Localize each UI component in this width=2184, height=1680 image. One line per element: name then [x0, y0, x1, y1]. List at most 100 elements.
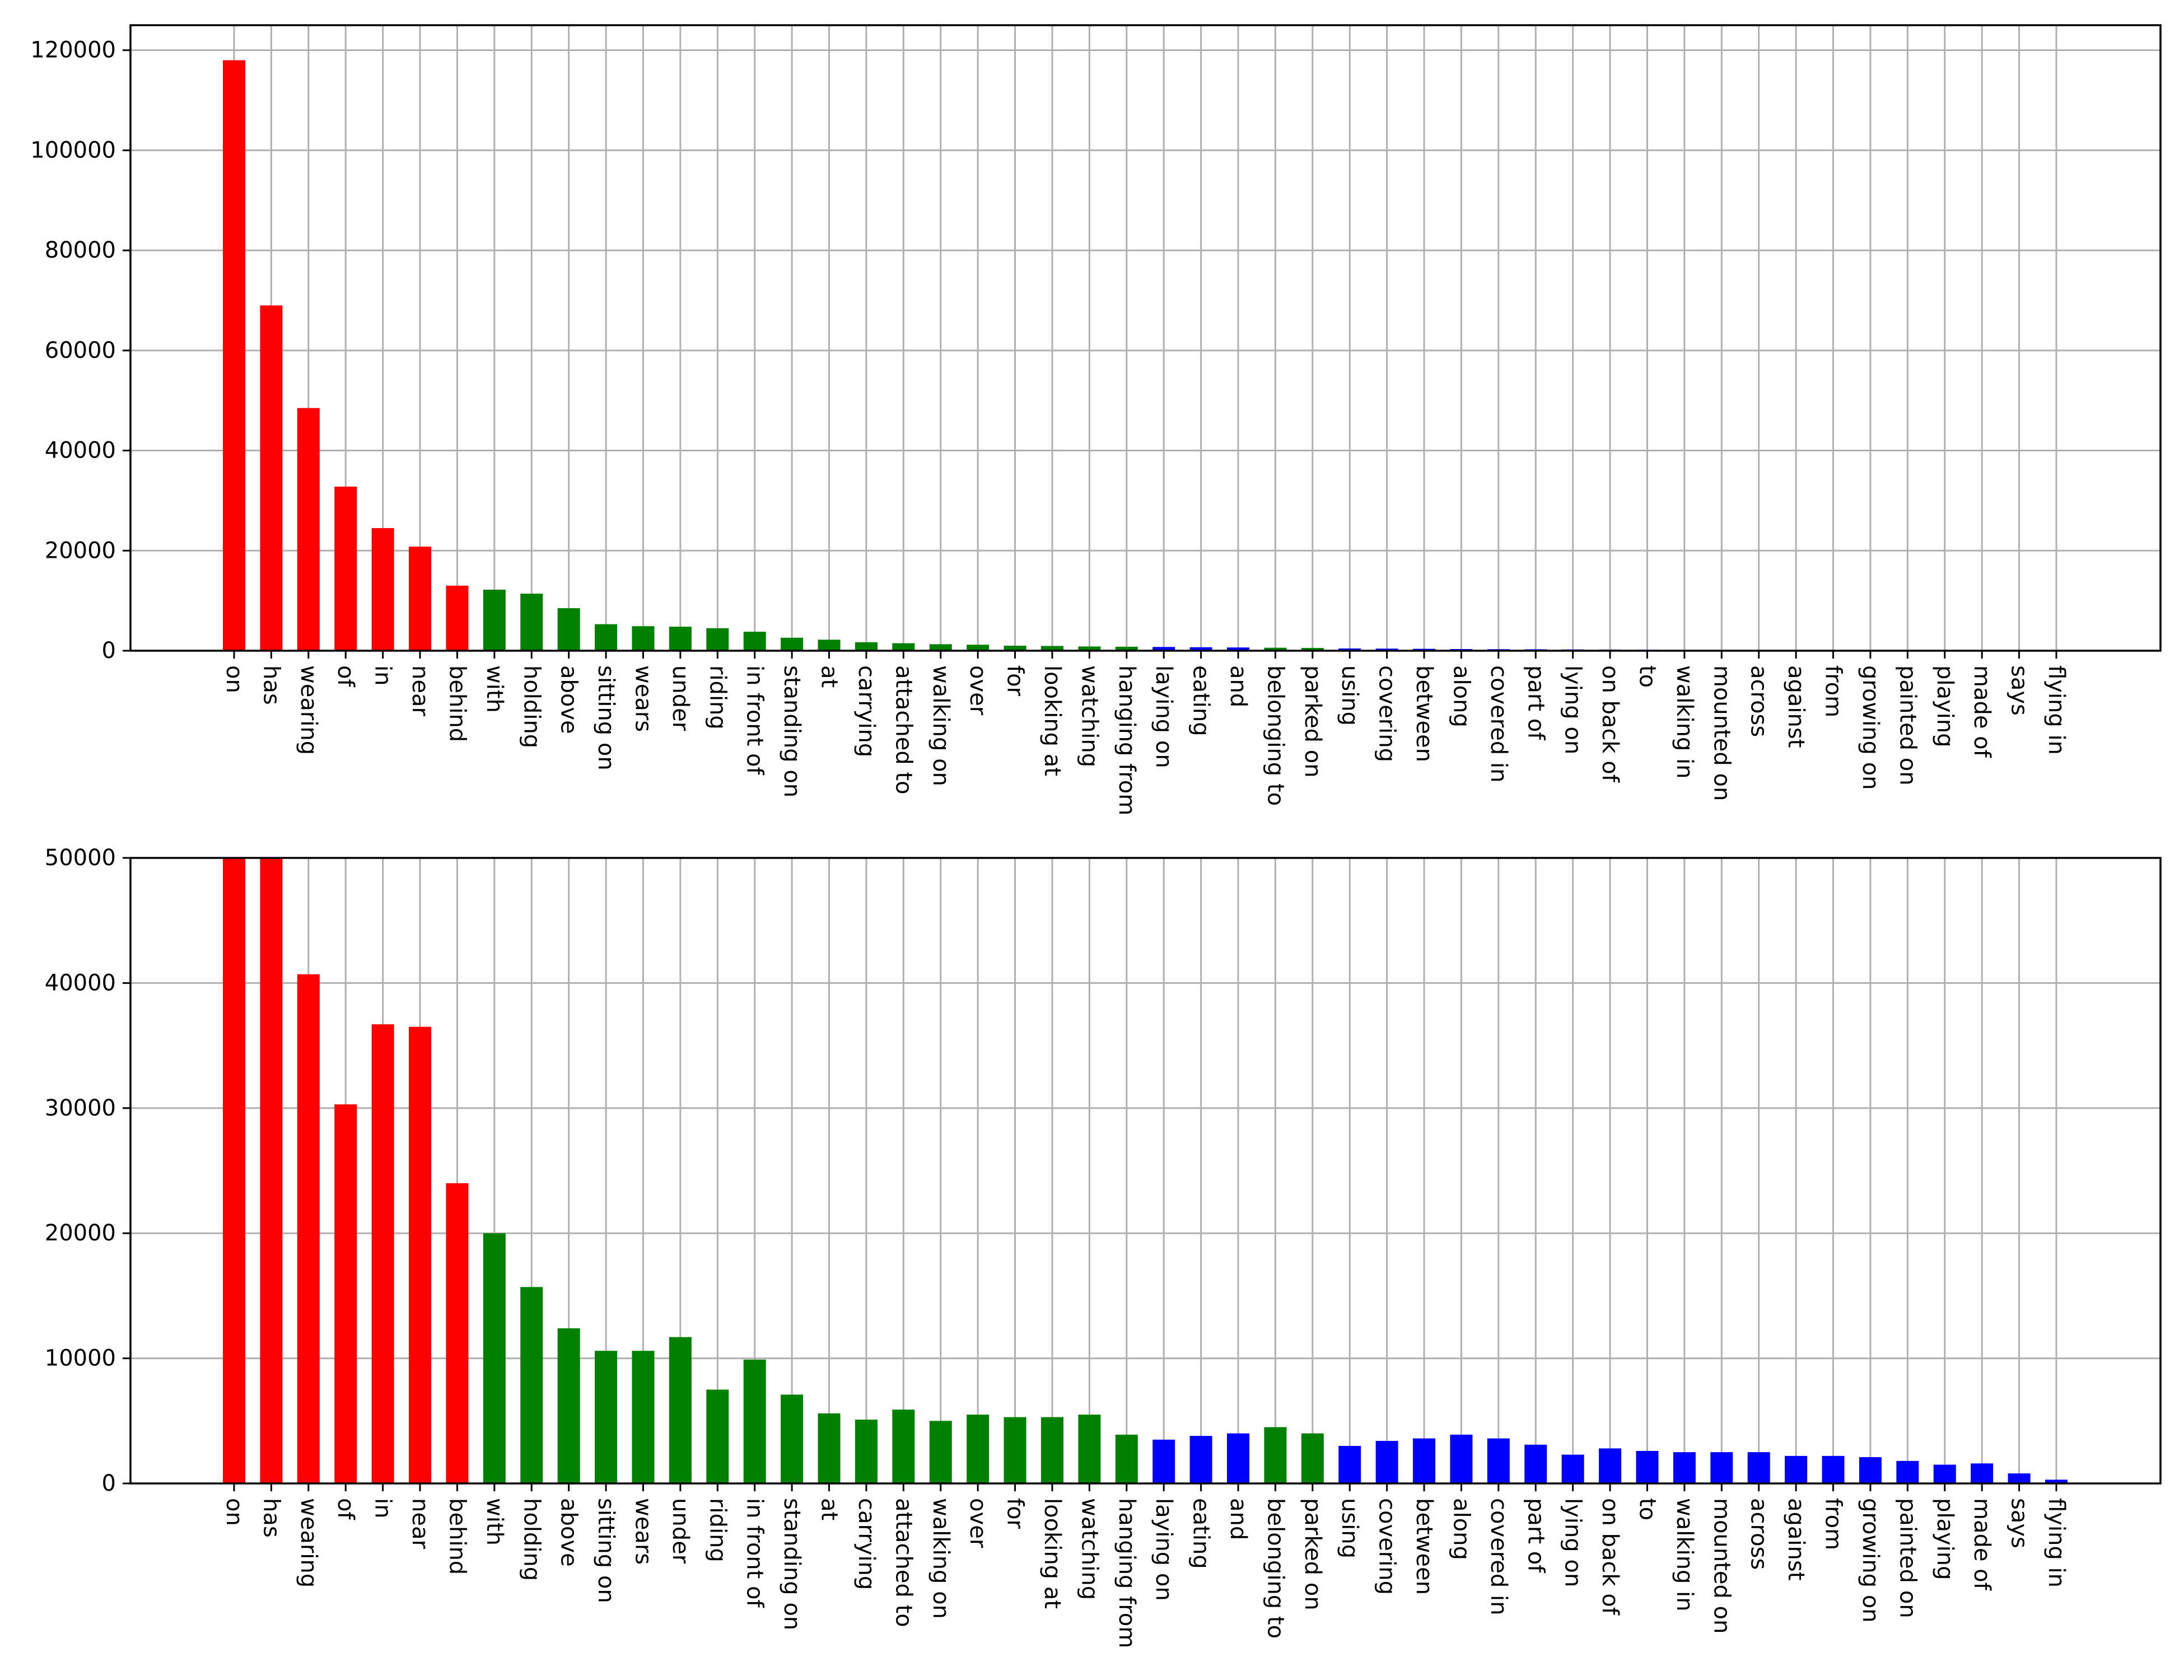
x-tick-label: near: [407, 665, 433, 716]
x-tick-label: in front of: [742, 665, 768, 776]
x-tick-label: riding: [704, 1498, 730, 1562]
bar-has: [260, 858, 283, 1483]
bar-playing: [1933, 1464, 1956, 1483]
x-tick-label: wearing: [296, 1498, 321, 1588]
x-tick-label: under: [668, 665, 693, 731]
bar-wears: [632, 626, 655, 651]
x-tick-label: playing: [1932, 1498, 1958, 1580]
x-tick-label: along: [1448, 665, 1474, 727]
bar-in: [371, 528, 394, 651]
x-tick-label: on: [221, 1498, 247, 1526]
x-tick-label: laying on: [1151, 665, 1177, 768]
bar-riding: [706, 1389, 729, 1483]
bar-riding: [706, 628, 729, 651]
x-tick-label: covered in: [1486, 1498, 1511, 1616]
bar-parked-on: [1301, 1433, 1324, 1483]
x-tick-label: made of: [1969, 1498, 1995, 1591]
bar-has: [260, 305, 283, 651]
x-tick-label: and: [1225, 1498, 1251, 1540]
x-tick-label: on: [221, 665, 247, 693]
bar-behind: [446, 585, 469, 651]
x-tick-label: across: [1746, 1498, 1772, 1570]
bar-covered-in: [1487, 1438, 1510, 1483]
x-tick-label: growing on: [1858, 1498, 1883, 1623]
bottom-bar-chart: 0 10000 20000 30000 40000 50000 on has wearing of…: [45, 845, 2162, 1648]
bars: [223, 858, 2068, 1483]
bar-behind: [446, 1183, 469, 1483]
y-tick-label: 40000: [45, 438, 116, 464]
x-tick-label: to: [1635, 665, 1660, 688]
bar-wearing: [297, 974, 320, 1483]
x-tick-label: near: [407, 1498, 433, 1549]
bar-looking-at: [1040, 646, 1063, 651]
y-tick-label: 100000: [30, 137, 116, 163]
x-tick-label: of: [333, 665, 358, 687]
bar-of: [334, 1104, 357, 1483]
x-tick-label: part of: [1523, 1498, 1548, 1573]
x-tick-label: above: [556, 1498, 582, 1567]
bar-flying-in: [2045, 1480, 2068, 1483]
x-tick-label: with: [482, 1498, 507, 1546]
bar-parked-on: [1301, 648, 1324, 651]
x-tick-label: behind: [444, 1498, 470, 1575]
bar-sitting-on: [595, 624, 618, 651]
x-tick-label: in: [370, 1498, 396, 1518]
bar-walking-on: [929, 644, 952, 651]
bar-part-of: [1524, 1444, 1547, 1483]
bar-hanging-from: [1115, 646, 1138, 651]
x-tick-label: growing on: [1858, 665, 1883, 790]
x-tick-label: has: [258, 1498, 284, 1538]
bar-on-back-of: [1599, 1448, 1622, 1483]
x-tick-label: at: [816, 1498, 842, 1520]
bar-using: [1338, 1445, 1361, 1483]
bar-says: [2008, 1473, 2031, 1483]
x-tick-label: laying on: [1151, 1498, 1177, 1601]
x-tick-label: under: [668, 1498, 693, 1564]
bar-eating: [1189, 647, 1212, 651]
bar-and: [1227, 647, 1250, 651]
bar-holding: [520, 594, 543, 651]
x-tick-label: says: [2006, 665, 2032, 716]
y-tick-label: 20000: [45, 1220, 116, 1246]
y-tick-label: 50000: [45, 845, 116, 871]
x-tick-label: attached to: [890, 665, 916, 795]
x-tick-label: above: [556, 665, 582, 734]
x-tick-label: lying on: [1560, 665, 1586, 754]
x-tick-label: of: [333, 1498, 358, 1520]
x-tick-label: carrying: [853, 1498, 879, 1590]
x-tick-label: along: [1448, 1498, 1474, 1560]
x-tick-label: and: [1225, 665, 1251, 707]
x-tick-label: at: [816, 665, 842, 688]
x-tick-label: belonging to: [1262, 665, 1288, 806]
bar-at: [818, 640, 841, 651]
x-tick-label: parked on: [1300, 665, 1326, 778]
x-tick-label: covering: [1374, 1498, 1400, 1595]
bar-for: [1004, 1417, 1026, 1483]
x-tick-label: wearing: [296, 665, 321, 755]
x-tick-label: made of: [1969, 665, 1995, 758]
bar-over: [967, 645, 990, 651]
bar-covering: [1375, 648, 1398, 651]
bar-in-front-of: [743, 632, 766, 651]
x-tick-label: against: [1783, 665, 1809, 748]
bar-under: [669, 627, 692, 651]
x-tick-label: watching: [1076, 1498, 1102, 1600]
bar-carrying: [855, 642, 878, 651]
bar-above: [557, 608, 580, 651]
y-tick-label: 60000: [45, 338, 116, 363]
bar-wears: [632, 1351, 655, 1483]
bar-at: [818, 1413, 841, 1483]
bars: [223, 60, 2068, 651]
x-tick-label: for: [1002, 665, 1028, 697]
x-tick-label: holding: [519, 665, 544, 748]
x-tick-label: behind: [444, 665, 470, 742]
x-tick-label: on back of: [1597, 1498, 1623, 1616]
x-tick-label: against: [1783, 1498, 1809, 1580]
x-tick-label: eating: [1188, 665, 1214, 736]
bar-walking-in: [1673, 1452, 1696, 1483]
bar-looking-at: [1040, 1417, 1063, 1483]
x-tick-label: has: [258, 665, 284, 705]
bar-on: [223, 858, 245, 1483]
